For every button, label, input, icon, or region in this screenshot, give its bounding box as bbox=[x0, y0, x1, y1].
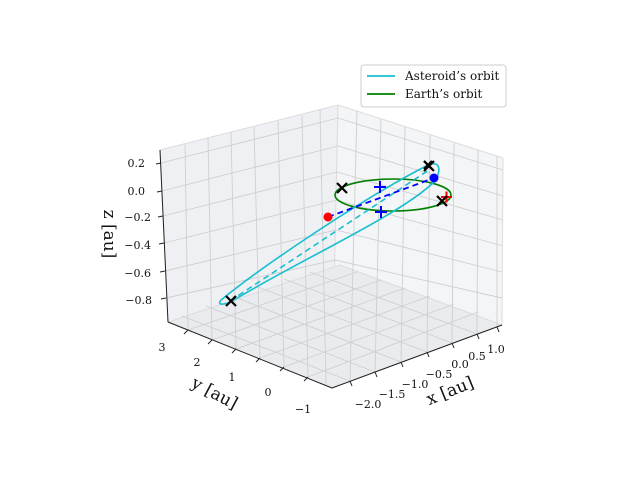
y-tick-labels: 3 2 1 0 −1 bbox=[159, 341, 312, 416]
grid-lines bbox=[160, 109, 504, 386]
red-point bbox=[323, 212, 333, 222]
black-x-marker bbox=[436, 195, 448, 207]
x-tick-labels: −2.0 −1.5 −1.0 −0.5 0.0 0.5 1.0 bbox=[355, 343, 505, 411]
x-tick-label: −0.5 bbox=[426, 368, 453, 381]
blue-plus-markers bbox=[374, 181, 387, 218]
y-tick-label: −1 bbox=[295, 403, 311, 416]
y-tick-label: 3 bbox=[159, 341, 166, 354]
y-axis-line bbox=[167, 321, 333, 389]
blue-plus-marker bbox=[374, 181, 386, 193]
link-dashed-line bbox=[327, 177, 435, 218]
x-tick-label: 0.0 bbox=[451, 358, 469, 371]
z-tick-label: −0.4 bbox=[124, 239, 151, 252]
z-tick-label: 0.0 bbox=[128, 185, 146, 198]
z-tick-labels: 0.2 0.0 −0.2 −0.4 −0.6 −0.8 bbox=[124, 157, 152, 307]
blue-point bbox=[429, 173, 439, 183]
z-tick-label: −0.6 bbox=[124, 267, 151, 280]
black-x-markers bbox=[225, 160, 448, 307]
blue-plus-marker bbox=[375, 206, 387, 218]
z-tick-label: −0.2 bbox=[124, 211, 151, 224]
z-axis-label: z [au] bbox=[99, 210, 119, 259]
x-tick-label: −1.5 bbox=[379, 388, 406, 401]
x-axis-line bbox=[331, 324, 503, 389]
legend-box bbox=[360, 64, 507, 108]
y-tick-label: 1 bbox=[229, 371, 236, 384]
y-tick-label: 2 bbox=[194, 356, 201, 369]
tick-marks bbox=[155, 162, 500, 387]
legend: Asteroid’s orbit Earth’s orbit bbox=[360, 64, 507, 108]
z-tick-label: 0.2 bbox=[128, 157, 146, 170]
legend-label-asteroid: Asteroid’s orbit bbox=[404, 69, 499, 83]
x-tick-label: 0.5 bbox=[468, 350, 486, 363]
z-tick-label: −0.8 bbox=[125, 294, 152, 307]
y-tick-label: 0 bbox=[265, 386, 272, 399]
legend-label-earth: Earth’s orbit bbox=[405, 87, 482, 101]
axis-lines bbox=[159, 149, 503, 389]
x-tick-label: −1.0 bbox=[402, 378, 429, 391]
pane-backgrounds bbox=[159, 104, 504, 389]
x-tick-label: −2.0 bbox=[355, 398, 382, 411]
z-axis-line bbox=[159, 149, 169, 323]
black-x-marker bbox=[336, 182, 348, 194]
black-x-marker bbox=[423, 160, 433, 170]
black-x-marker bbox=[225, 295, 237, 307]
x-tick-label: 1.0 bbox=[487, 343, 505, 356]
